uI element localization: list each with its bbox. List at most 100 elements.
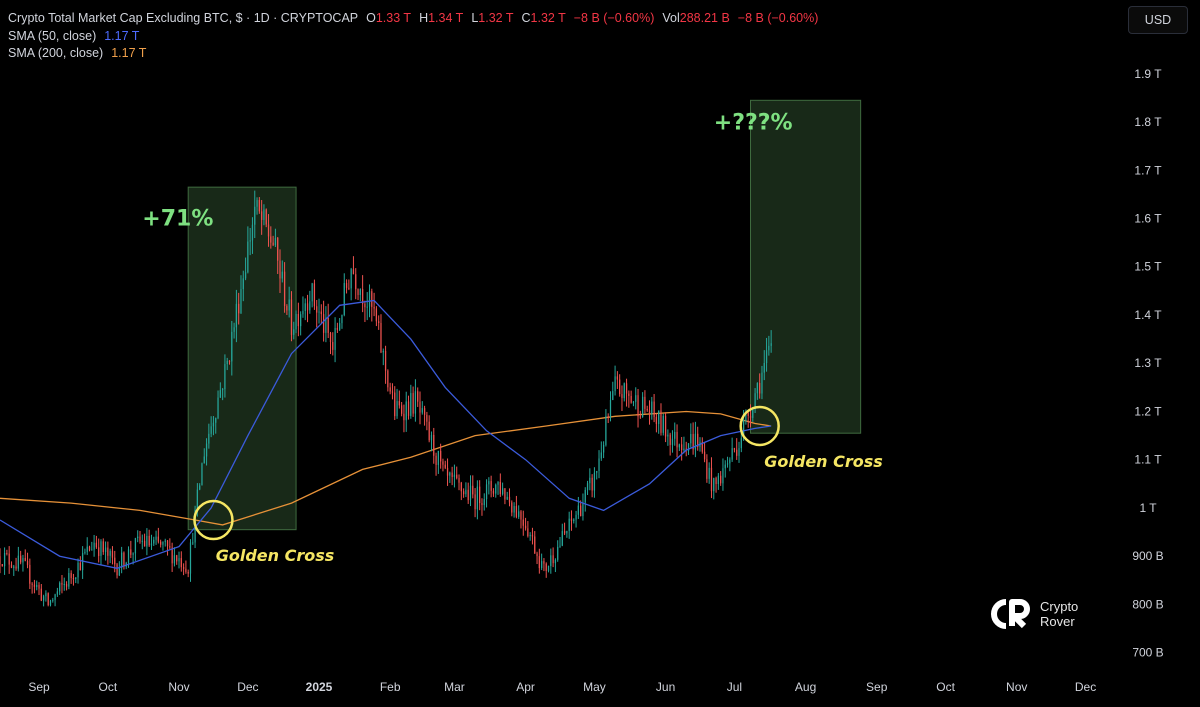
candle-body	[233, 327, 235, 332]
sma50-legend[interactable]: SMA (50, close) 1.17 T	[8, 29, 139, 43]
close-label: C	[521, 11, 531, 25]
candle-body	[371, 291, 373, 307]
candle-body	[15, 566, 17, 569]
candle-body	[703, 451, 706, 460]
candle-body	[0, 556, 1, 565]
candle-body	[646, 408, 648, 411]
candle-body	[98, 547, 100, 557]
open-value: 1.33 T	[375, 11, 412, 25]
candle-body	[573, 519, 575, 522]
candle-body	[33, 584, 36, 587]
candle-body	[86, 546, 88, 552]
sma200-legend[interactable]: SMA (200, close) 1.17 T	[8, 46, 146, 60]
candle-body	[559, 545, 561, 547]
candle-body	[658, 410, 660, 424]
candle-body	[1, 564, 3, 567]
sma50-line-layer	[0, 299, 772, 569]
candle-body	[240, 289, 242, 314]
y-tick-label: 1.3 T	[1134, 356, 1162, 370]
candle-body	[653, 401, 655, 417]
candle-body	[329, 332, 332, 343]
candle-body	[619, 379, 621, 395]
candle-body	[297, 313, 299, 327]
candle-body	[676, 431, 678, 448]
logo-line1: Crypto	[1040, 599, 1079, 614]
candle-body	[616, 376, 619, 380]
candle-body	[224, 364, 226, 390]
candle-body	[116, 564, 118, 576]
candle-body	[715, 478, 717, 485]
candle-body	[446, 467, 449, 476]
x-tick-label: Mar	[444, 680, 465, 694]
candle-body	[398, 401, 400, 406]
candle-body	[341, 314, 343, 324]
candle-body	[717, 475, 719, 485]
candle-body	[662, 415, 664, 433]
candle-body	[570, 518, 573, 522]
candle-body	[226, 360, 228, 365]
candle-body	[121, 552, 123, 569]
candle-body	[632, 401, 635, 403]
candle-body	[724, 464, 726, 469]
candle-body	[667, 434, 669, 437]
candle-body	[511, 502, 513, 513]
candle-body	[625, 383, 628, 394]
candle-body	[247, 241, 249, 273]
candle-body	[17, 555, 19, 569]
candle-body	[238, 303, 240, 314]
candle-body	[531, 534, 534, 537]
x-tick-label: 2025	[306, 680, 333, 694]
candle-body	[45, 593, 47, 597]
low-value: 1.32 T	[478, 11, 514, 25]
candle-body	[467, 489, 469, 501]
candle-body	[150, 543, 153, 546]
candle-body	[256, 200, 258, 207]
candle-body	[212, 422, 215, 427]
candle-body	[722, 468, 724, 484]
candle-body	[309, 301, 311, 311]
y-tick-label: 1.7 T	[1134, 163, 1162, 177]
candle-body	[586, 483, 589, 490]
candle-body	[499, 481, 501, 495]
x-tick-label: Sep	[866, 680, 888, 694]
candle-body	[143, 540, 146, 547]
candle-body	[59, 582, 61, 592]
candle-body	[102, 541, 104, 552]
candle-body	[589, 477, 591, 484]
candle-body	[311, 283, 313, 302]
candle-body	[407, 401, 410, 416]
currency-button[interactable]: USD	[1128, 6, 1188, 34]
annotation-gain-71: +71%	[142, 207, 213, 232]
candle-body	[293, 329, 295, 335]
candle-body	[389, 387, 391, 392]
cross-markers	[193, 405, 780, 541]
candle-body	[88, 546, 91, 551]
candle-body	[639, 416, 641, 418]
candle-body	[95, 542, 98, 548]
candle-body	[756, 382, 759, 394]
candle-body	[515, 506, 518, 517]
candle-body	[24, 558, 26, 561]
candle-body	[605, 416, 607, 445]
candle-body	[557, 546, 559, 560]
candle-body	[706, 459, 708, 479]
candle-body	[42, 596, 45, 601]
candle-body	[506, 496, 508, 500]
candle-body	[754, 393, 756, 410]
candle-body	[428, 421, 430, 441]
candle-body	[249, 240, 251, 242]
candle-body	[621, 394, 623, 399]
candle-body	[185, 568, 187, 572]
candle-body	[382, 350, 384, 353]
golden-cross-circle-1	[193, 499, 234, 541]
candle-body	[591, 477, 593, 491]
x-tick-label: Nov	[168, 680, 189, 694]
candle-body	[361, 289, 364, 304]
candle-body	[736, 449, 738, 456]
candle-body	[242, 278, 244, 290]
candle-body	[759, 382, 761, 394]
candle-body	[674, 431, 676, 439]
candle-body	[288, 299, 290, 311]
candle-body	[166, 540, 169, 547]
